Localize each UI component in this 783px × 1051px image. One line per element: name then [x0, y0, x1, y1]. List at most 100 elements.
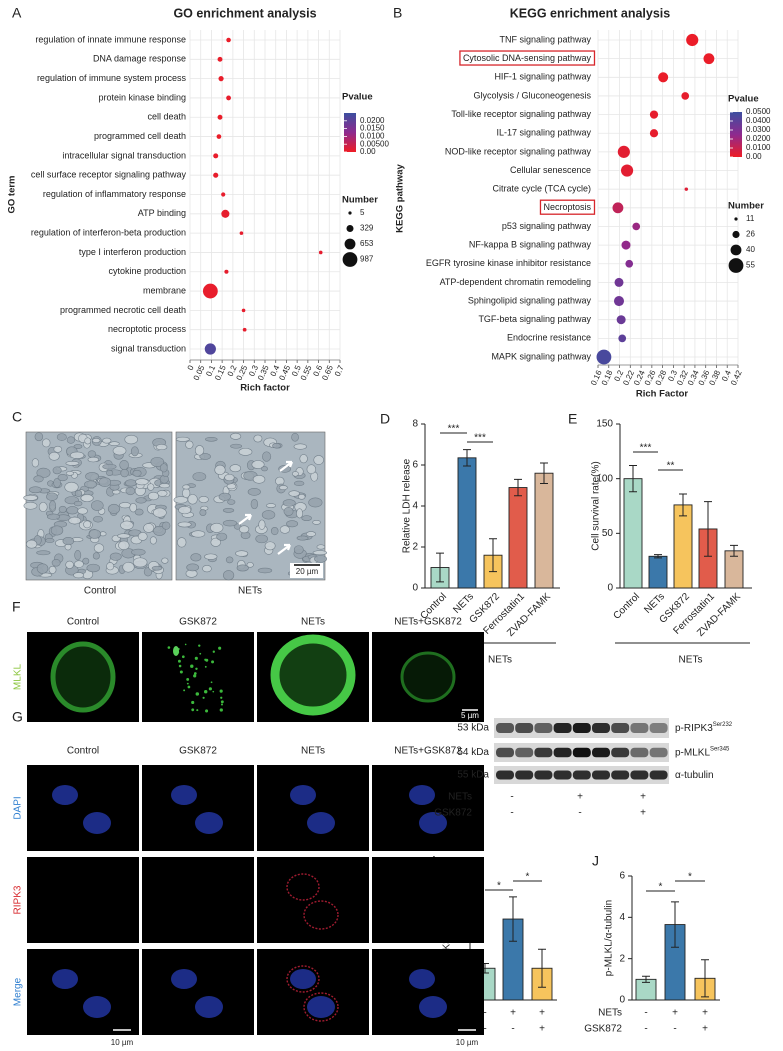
nucleus [409, 785, 435, 805]
error-bar [629, 465, 637, 493]
cell [202, 564, 212, 573]
micrograph [257, 949, 369, 1035]
dot [242, 327, 247, 332]
stain-dot [210, 681, 213, 684]
cell [186, 563, 200, 572]
condition-sign: - [578, 808, 581, 819]
y-axis-label: Cell survival rate(%) [591, 461, 602, 550]
legend-tick-label: 0.00500 [360, 139, 389, 148]
dot [612, 202, 624, 214]
micrograph [372, 765, 484, 851]
cell [305, 531, 317, 537]
blot-band [572, 723, 591, 733]
cell [102, 437, 112, 444]
bar [673, 504, 693, 589]
bar [534, 472, 554, 589]
blot-band [534, 723, 553, 733]
legend-dot [732, 230, 740, 239]
dot [617, 145, 630, 158]
cell [122, 561, 135, 573]
nucleus [195, 996, 223, 1018]
image-label: Control [84, 586, 116, 597]
cell [278, 485, 288, 491]
cell [147, 483, 155, 491]
cell [222, 508, 235, 513]
cell [135, 497, 147, 504]
category-label: signal transduction [111, 343, 186, 353]
cell [91, 438, 101, 443]
legend-tick-label: 0.0200 [360, 116, 385, 125]
cell [246, 562, 254, 568]
panel-label: G [12, 709, 23, 725]
y-axis-label: Relative LDH release [402, 458, 413, 553]
category-label: MAPK signaling pathway [491, 351, 591, 361]
y-tick-label: 0 [412, 583, 418, 594]
cell [90, 500, 104, 511]
error-bar [538, 948, 546, 988]
cell [74, 560, 84, 568]
cell [51, 559, 61, 567]
blot-band [592, 723, 610, 733]
x-axis-label: Rich Factor [636, 389, 689, 400]
scale-label: 20 µm [296, 567, 319, 576]
cell [65, 471, 75, 476]
error-bar [704, 501, 712, 557]
cell [177, 537, 187, 548]
nucleus [171, 969, 197, 989]
dot [226, 37, 231, 43]
category-label: type I interferon production [79, 247, 186, 257]
error-bar [671, 901, 679, 948]
legend-dot [342, 252, 358, 267]
cell [66, 436, 76, 444]
row-label: DAPI [13, 796, 24, 819]
nucleus [307, 812, 335, 834]
stain-dot [199, 652, 202, 655]
chart-title: GO enrichment analysis [173, 6, 316, 20]
blot-band [515, 770, 534, 780]
cell [293, 443, 307, 450]
cell [177, 521, 192, 528]
condition-sign: + [539, 1024, 545, 1035]
protein-name: p-RIPK3 [675, 723, 713, 734]
column-label: GSK872 [179, 617, 217, 628]
cell [225, 556, 234, 564]
condition-sign: + [702, 1024, 708, 1035]
column-label: GSK872 [179, 746, 217, 757]
dot [318, 250, 323, 255]
stain-dot [186, 678, 190, 681]
blot-band [534, 770, 553, 780]
cell [56, 433, 67, 441]
blot-band [649, 747, 668, 758]
cell [223, 570, 235, 581]
legend-label: 40 [746, 245, 755, 254]
cell [102, 463, 117, 470]
cell-stain [270, 634, 356, 716]
cell [120, 468, 129, 478]
protein-label: α-tubulin [675, 770, 714, 781]
highlight-box [539, 199, 596, 215]
cell [227, 499, 236, 505]
cell [53, 445, 63, 453]
cell [53, 478, 61, 488]
cell [31, 458, 40, 468]
cell [134, 508, 144, 516]
cell [252, 475, 266, 484]
micrograph [27, 857, 139, 943]
x-tick-label: 0.2 [612, 368, 625, 382]
cell [124, 479, 137, 487]
protein-sup: Ser232 [713, 722, 733, 728]
dot [213, 172, 219, 178]
legend-label: 5 [360, 208, 365, 217]
stain-dot [195, 692, 200, 696]
significance-label: * [526, 872, 530, 883]
cell [62, 536, 75, 546]
cell [253, 434, 263, 443]
category-label: Endocrine resistance [507, 333, 591, 343]
cell [236, 564, 249, 572]
x-tick-label: Control [611, 591, 642, 622]
cell [296, 508, 304, 519]
micrograph [27, 949, 139, 1035]
condition-sign: - [644, 1024, 647, 1035]
protein-name: p-MLKL [675, 747, 710, 758]
dot [204, 343, 216, 355]
